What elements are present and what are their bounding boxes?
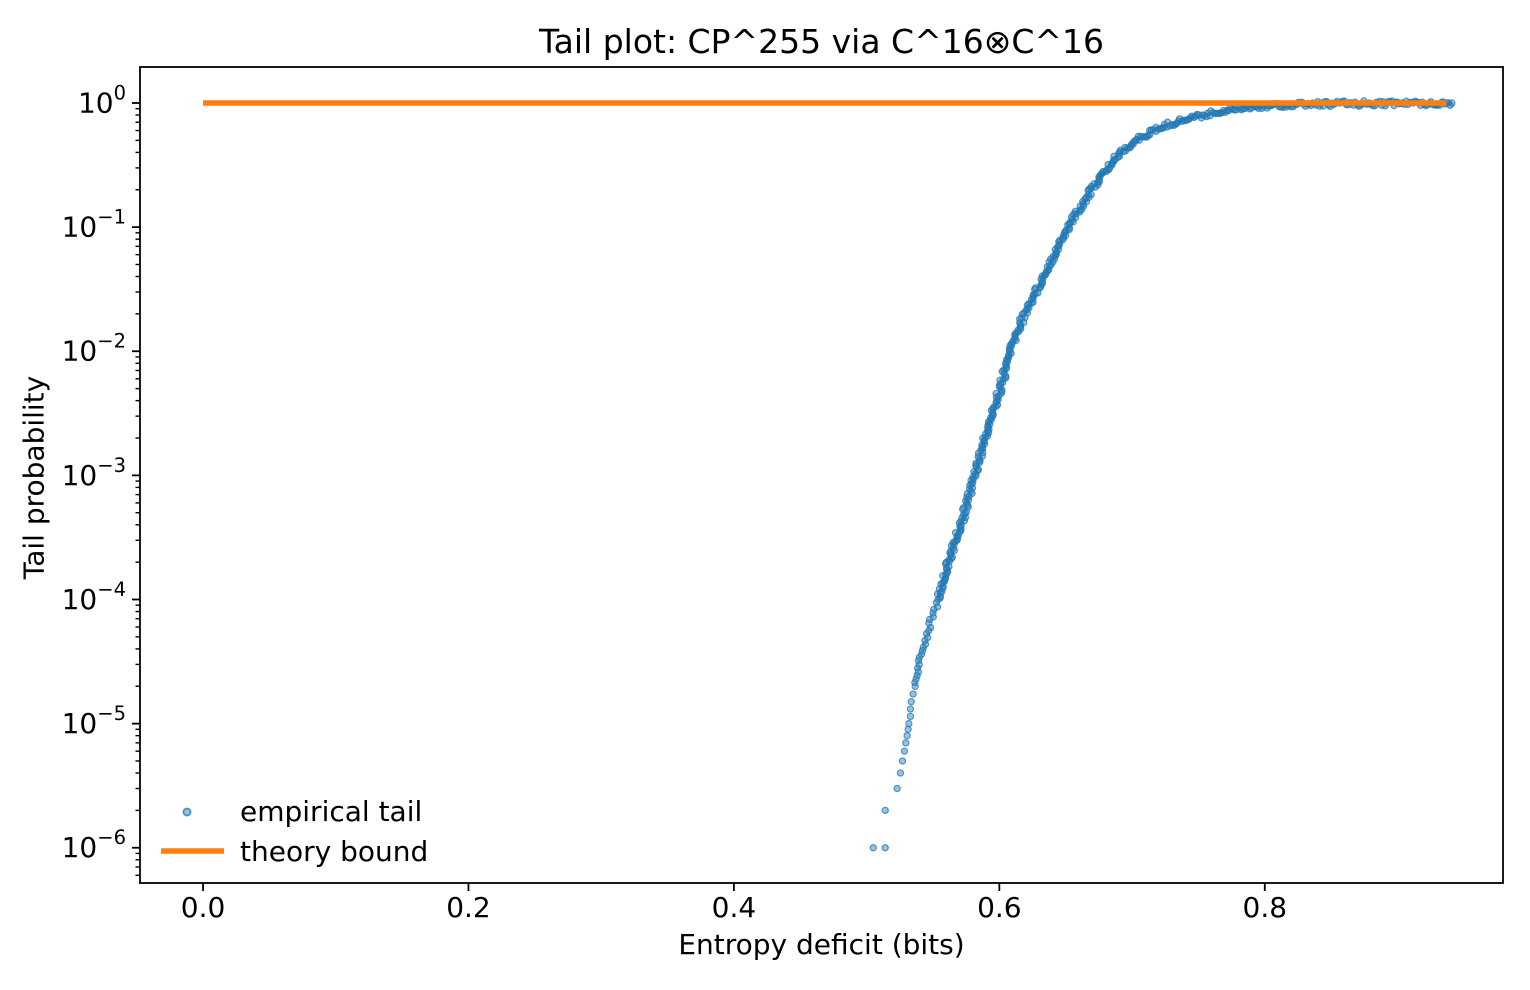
scatter-marker	[881, 844, 889, 852]
y-tick-label: 10−3	[62, 454, 126, 492]
legend-entry-empirical-tail: empirical tail	[158, 791, 428, 831]
y-tick-label: 10−2	[62, 330, 126, 368]
scatter-marker	[905, 719, 913, 728]
series-empirical-tail	[869, 97, 1456, 852]
y-axis-label: Tail probability	[17, 375, 51, 580]
scatter-marker	[869, 844, 877, 852]
y-tick-label: 100	[78, 82, 126, 120]
legend-label-theory-bound: theory bound	[240, 834, 429, 868]
x-tick-label: 0.6	[977, 891, 1022, 924]
x-axis-label: Entropy deficit (bits)	[678, 928, 965, 961]
scatter-marker	[893, 784, 901, 793]
chart-title: Tail plot: CP^255 via C^16⊗C^16	[538, 22, 1105, 61]
scatter-marker	[907, 698, 915, 706]
scatter-marker	[913, 664, 922, 672]
scatter-marker	[1448, 99, 1456, 107]
scatter-marker-icon	[182, 807, 192, 817]
y-tick-label: 10−6	[62, 826, 126, 864]
scatter-marker	[902, 739, 910, 747]
scatter-marker	[900, 747, 909, 755]
legend: empirical tail theory bound	[158, 791, 428, 871]
scatter-marker	[898, 757, 907, 765]
x-tick-label: 0.0	[181, 891, 226, 924]
scatter-marker	[881, 806, 889, 815]
scatter-marker	[896, 769, 905, 777]
scatter-marker	[903, 731, 911, 740]
line-swatch-icon	[161, 848, 224, 854]
y-tick-label: 10−5	[62, 702, 126, 740]
y-tick-label: 10−1	[62, 206, 126, 244]
scatter-marker	[909, 690, 917, 698]
axes-spines	[139, 66, 1504, 884]
x-tick-label: 0.2	[446, 891, 491, 924]
scatter-marker	[906, 705, 915, 713]
legend-label-empirical-tail: empirical tail	[240, 794, 423, 828]
x-tick-label: 0.8	[1243, 891, 1288, 924]
x-tick-label: 0.4	[712, 891, 757, 924]
legend-entry-theory-bound: theory bound	[158, 831, 428, 871]
scatter-marker	[906, 712, 915, 721]
y-tick-label: 10−4	[62, 578, 126, 616]
